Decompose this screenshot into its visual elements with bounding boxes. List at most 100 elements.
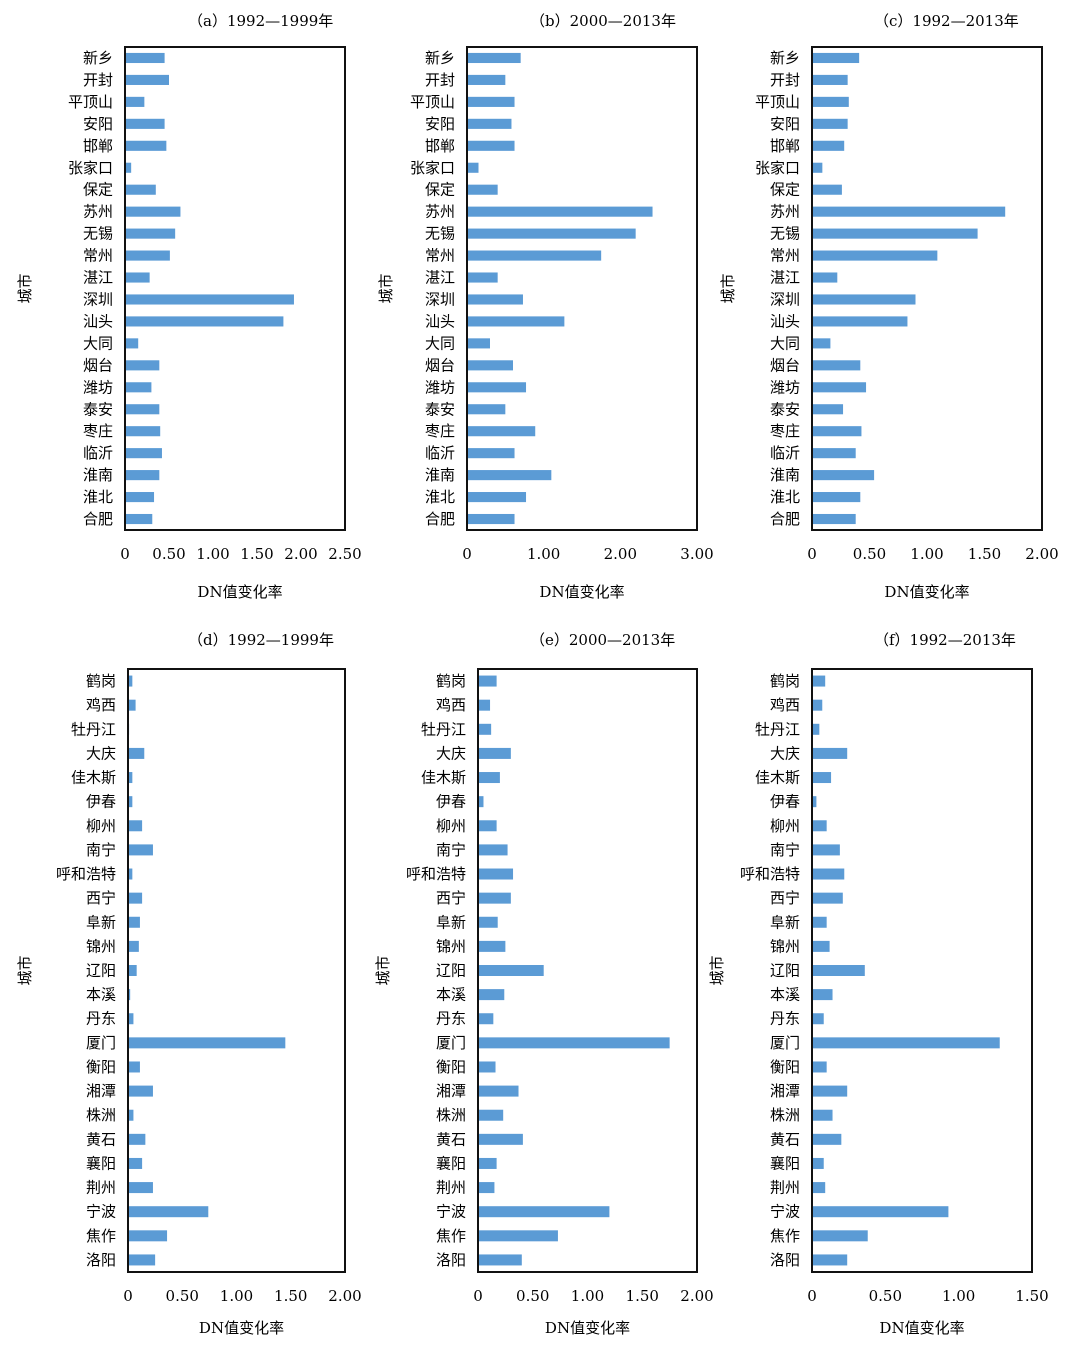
category-label: 泰安 xyxy=(770,400,800,418)
chart-title: （a）1992—1999年 xyxy=(188,12,333,30)
category-label: 厦门 xyxy=(86,1034,116,1052)
bar xyxy=(479,916,498,928)
category-label: 柳州 xyxy=(436,817,466,835)
bar xyxy=(813,228,978,239)
category-label: 呼和浩特 xyxy=(406,865,466,883)
category-label: 柳州 xyxy=(86,817,116,835)
category-label: 张家口 xyxy=(410,159,455,177)
plot-frame xyxy=(124,46,346,531)
bar xyxy=(479,1013,494,1025)
bar xyxy=(813,940,830,952)
x-tick-label: 2.00 xyxy=(604,545,637,563)
bar xyxy=(479,1085,519,1097)
category-label: 淮南 xyxy=(83,466,113,484)
bar xyxy=(129,1109,134,1121)
x-tick-label: 1.00 xyxy=(942,1287,975,1305)
bar xyxy=(479,1133,523,1145)
bar xyxy=(813,1230,868,1242)
category-label: 焦作 xyxy=(436,1227,466,1245)
category-label: 锦州 xyxy=(86,937,116,955)
bar xyxy=(479,1206,610,1218)
category-label: 辽阳 xyxy=(770,962,800,980)
bar xyxy=(479,675,497,687)
category-label: 汕头 xyxy=(83,312,113,330)
x-tick-label: 3.00 xyxy=(680,545,713,563)
category-label: 焦作 xyxy=(86,1227,116,1245)
plot-frame xyxy=(477,668,698,1273)
bar xyxy=(129,1254,156,1266)
bar xyxy=(479,1157,497,1169)
category-label: 湘潭 xyxy=(86,1082,116,1100)
bar xyxy=(126,513,153,525)
category-label: 大庆 xyxy=(436,744,466,762)
category-label: 柳州 xyxy=(770,817,800,835)
x-axis-label: DN值变化率 xyxy=(197,583,282,601)
bar xyxy=(813,118,848,129)
bar xyxy=(129,892,143,904)
x-tick-label: 2.00 xyxy=(680,1287,713,1305)
bar xyxy=(126,250,170,261)
category-label: 辽阳 xyxy=(86,962,116,980)
bar xyxy=(468,140,515,151)
bar xyxy=(813,492,861,503)
bar xyxy=(813,140,845,151)
category-label: 衡阳 xyxy=(86,1058,116,1076)
bar xyxy=(126,492,155,503)
category-label: 临沂 xyxy=(770,444,800,462)
category-label: 鸡西 xyxy=(86,696,116,714)
bar xyxy=(468,74,506,85)
x-axis-label: DN值变化率 xyxy=(884,583,969,601)
bar xyxy=(479,1254,522,1266)
y-axis-label: 城市 xyxy=(719,273,737,303)
category-label: 荆州 xyxy=(436,1179,466,1197)
bar xyxy=(813,965,865,976)
bar xyxy=(813,316,908,327)
x-tick-label: 0 xyxy=(120,545,130,563)
bar xyxy=(468,96,515,107)
x-tick-label: 1.50 xyxy=(1015,1287,1048,1305)
category-label: 西宁 xyxy=(436,889,466,907)
bar xyxy=(813,796,817,808)
bar xyxy=(129,965,137,976)
category-label: 湛江 xyxy=(770,269,800,287)
category-label: 淮南 xyxy=(770,466,800,484)
bar xyxy=(129,675,133,687)
plot-frame xyxy=(811,46,1043,531)
bar xyxy=(129,844,153,856)
category-label: 伊春 xyxy=(86,793,116,811)
bar xyxy=(813,1109,833,1121)
category-label: 大庆 xyxy=(86,744,116,762)
category-label: 深圳 xyxy=(770,290,800,308)
plot-frame xyxy=(466,46,698,531)
bar-chart-panel: （c）1992—2013年新乡开封平顶山安阳邯郸张家口保定苏州无锡常州湛江深圳汕… xyxy=(719,12,1059,601)
category-label: 泰安 xyxy=(83,400,113,418)
bar xyxy=(126,140,167,151)
category-label: 常州 xyxy=(83,247,113,265)
category-label: 安阳 xyxy=(770,115,800,133)
category-label: 南宁 xyxy=(770,841,800,859)
x-tick-label: 0.50 xyxy=(516,1287,549,1305)
bar xyxy=(129,699,136,711)
category-label: 宁波 xyxy=(436,1203,466,1221)
category-label: 衡阳 xyxy=(770,1058,800,1076)
bar xyxy=(129,1206,209,1218)
bar xyxy=(479,1109,504,1121)
bar xyxy=(479,844,508,856)
category-label: 合肥 xyxy=(83,510,113,528)
x-tick-label: 0.50 xyxy=(166,1287,199,1305)
bar xyxy=(468,206,653,217)
category-label: 锦州 xyxy=(770,937,800,955)
bar-chart-panel: （d）1992—1999年鹤岗鸡西牡丹江大庆佳木斯伊春柳州南宁呼和浩特西宁阜新锦… xyxy=(16,631,362,1337)
category-label: 深圳 xyxy=(425,290,455,308)
bar xyxy=(126,206,181,217)
category-label: 枣庄 xyxy=(83,422,113,440)
chart-title: （b）2000—2013年 xyxy=(530,12,676,30)
category-label: 开封 xyxy=(770,71,800,89)
bar xyxy=(126,184,156,195)
category-label: 株洲 xyxy=(436,1106,466,1124)
category-label: 辽阳 xyxy=(436,962,466,980)
category-label: 洛阳 xyxy=(770,1251,800,1269)
category-label: 丹东 xyxy=(86,1010,116,1028)
bar xyxy=(468,338,490,349)
